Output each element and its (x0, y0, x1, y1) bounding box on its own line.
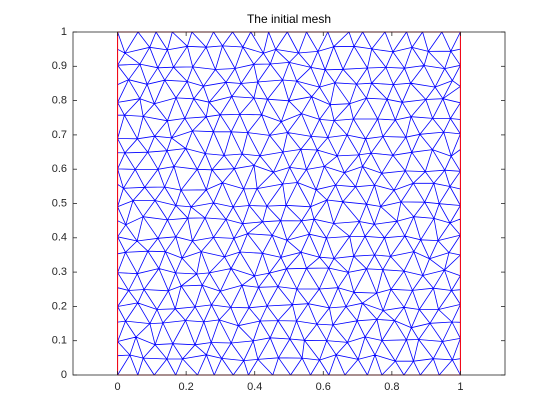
y-tick-label: 0 (61, 369, 67, 381)
y-tick-label: 0.7 (52, 129, 67, 141)
y-tick-label: 0.2 (52, 300, 67, 312)
x-tick-label: 1 (457, 381, 463, 393)
chart-title: The initial mesh (247, 12, 331, 26)
x-tick-label: 0.2 (178, 381, 193, 393)
y-tick-label: 0.1 (52, 335, 67, 347)
y-tick-label: 0.6 (52, 163, 67, 175)
y-tick-label: 0.5 (52, 197, 67, 209)
y-tick-label: 0.3 (52, 266, 67, 278)
x-tick-label: 0.8 (384, 381, 399, 393)
y-tick-label: 0.4 (52, 232, 67, 244)
x-tick-label: 0 (115, 381, 121, 393)
y-tick-label: 0.8 (52, 95, 67, 107)
y-tick-label: 0.9 (52, 60, 67, 72)
y-tick-label: 1 (61, 26, 67, 38)
x-tick-label: 0.4 (247, 381, 262, 393)
x-tick-label: 0.6 (316, 381, 331, 393)
